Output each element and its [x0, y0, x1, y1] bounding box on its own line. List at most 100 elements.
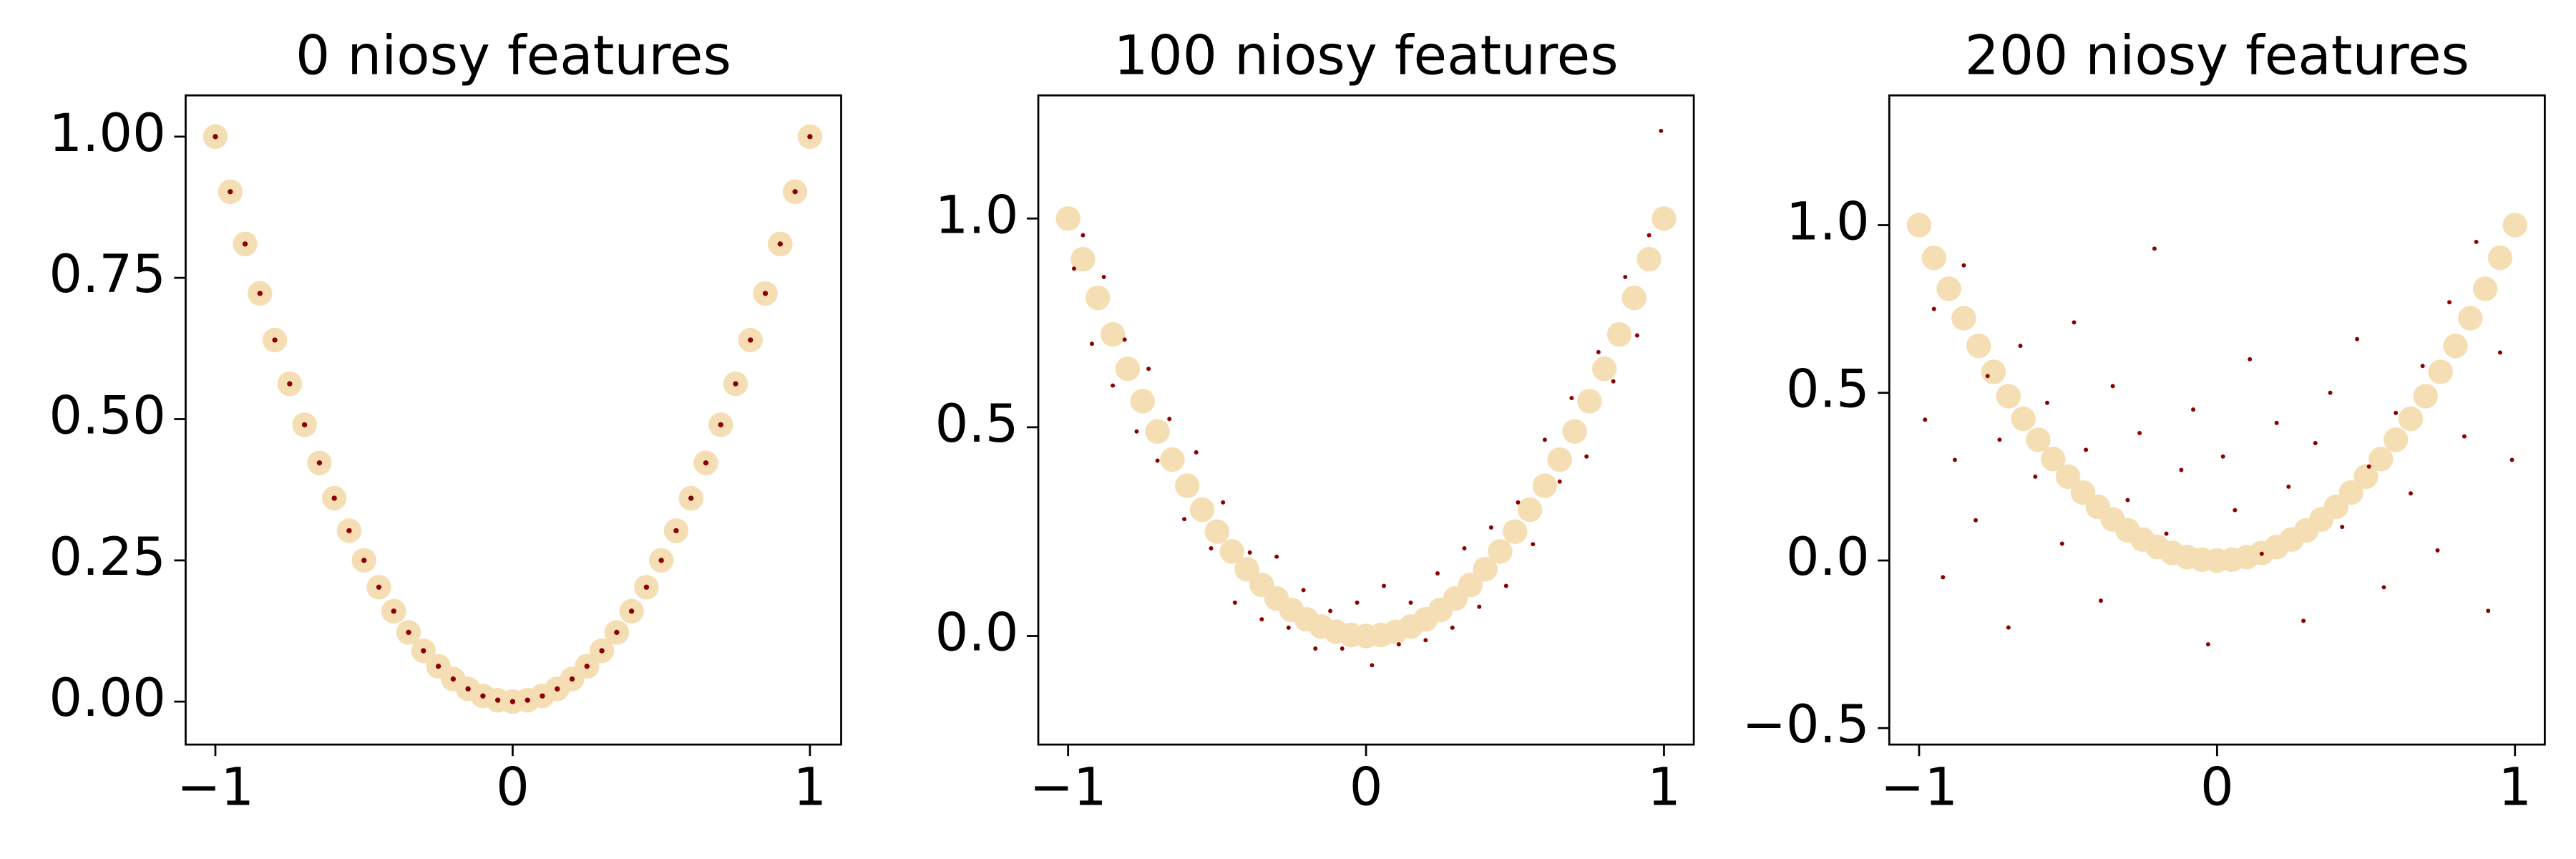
noisy-point — [1531, 542, 1536, 547]
panel-title: 100 niosy features — [1113, 24, 1618, 87]
noisy-point — [2125, 498, 2130, 503]
noisy-point — [1134, 429, 1139, 434]
x-tick-label: −1 — [1030, 757, 1107, 817]
noisy-point — [584, 664, 590, 669]
noisy-point — [1313, 646, 1318, 651]
noisy-point — [1634, 333, 1639, 338]
noisy-point — [1997, 437, 2002, 442]
noisy-point — [1516, 500, 1521, 505]
panel: 100 niosy features −1 0 1 0.0 0.5 1.0 — [935, 24, 1695, 817]
noisy-point — [2137, 430, 2142, 435]
curve-point — [2353, 464, 2379, 490]
curve-point — [1562, 419, 1587, 444]
curve-point — [1591, 356, 1617, 382]
noisy-point — [2018, 344, 2023, 349]
panel: 0 niosy features −1 0 1 0.00 0.25 0.50 0.75 1.00 — [49, 24, 842, 817]
noisy-point — [1961, 263, 1966, 268]
y-tick-label: 1.0 — [1786, 192, 1870, 253]
panel: 200 niosy features −1 0 1 −0.5 0.0 0.5 1.0 — [1742, 24, 2546, 817]
noisy-point — [2059, 541, 2064, 546]
axes-frame — [1888, 94, 2546, 746]
curve-point — [2443, 333, 2468, 359]
curve-point — [1966, 333, 1991, 359]
noisy-point — [1355, 600, 1360, 605]
noisy-point — [213, 134, 218, 140]
curve-point — [1055, 206, 1080, 231]
curve-point — [2383, 427, 2409, 452]
noisy-point — [733, 381, 738, 387]
noisy-point — [2110, 384, 2115, 389]
noisy-point — [331, 495, 337, 501]
curve-point — [2026, 427, 2051, 452]
noisy-point — [1111, 383, 1116, 388]
noisy-point — [1569, 396, 1574, 401]
noisy-point — [509, 699, 516, 704]
noisy-point — [1584, 454, 1589, 459]
y-tick-label: 0.00 — [49, 668, 166, 729]
plot-area — [1906, 213, 2527, 647]
x-tick-label: 1 — [2498, 757, 2532, 817]
noisy-point — [465, 686, 471, 692]
noisy-point — [658, 558, 664, 563]
noisy-point — [272, 337, 278, 343]
noisy-point — [1659, 128, 1664, 133]
noisy-point — [2152, 246, 2157, 251]
noisy-point — [2301, 618, 2306, 623]
noisy-point — [1423, 638, 1428, 643]
noisy-point — [1080, 233, 1085, 238]
curve-point — [1174, 473, 1200, 498]
noisy-point — [406, 629, 411, 636]
noisy-point — [1974, 518, 1979, 523]
noisy-point — [1462, 546, 1467, 551]
curve-point — [2428, 359, 2453, 384]
noisy-point — [777, 241, 784, 247]
noisy-point — [2006, 625, 2011, 630]
curve-point — [1936, 276, 1961, 301]
plot-area — [1055, 128, 1677, 668]
noisy-point — [2420, 364, 2425, 369]
noisy-point — [628, 608, 635, 614]
noisy-point — [1931, 306, 1936, 311]
curve-point — [2413, 384, 2439, 409]
curve-point — [2055, 464, 2081, 490]
noisy-point — [1232, 600, 1237, 605]
noisy-point — [1089, 341, 1094, 346]
noisy-point — [2394, 410, 2399, 415]
plot-area — [203, 124, 823, 714]
noisy-point — [1247, 550, 1252, 555]
noisy-point — [1301, 588, 1306, 593]
noisy-point — [1221, 500, 1226, 505]
y-tick-label: 0.25 — [49, 527, 166, 588]
curve-point — [1503, 519, 1528, 544]
noisy-point — [2274, 420, 2279, 425]
noisy-point — [1259, 617, 1264, 622]
x-tick-label: −1 — [1880, 757, 1958, 817]
x-tick-label: 1 — [1647, 757, 1681, 817]
noisy-point — [2220, 454, 2225, 459]
noisy-point — [1557, 479, 1562, 484]
noisy-point — [2340, 525, 2345, 530]
noisy-point — [1286, 625, 1291, 630]
noisy-point — [2435, 548, 2440, 553]
noisy-point — [2509, 457, 2514, 462]
y-tick-label: 0.50 — [49, 386, 166, 447]
noisy-point — [2084, 447, 2089, 452]
noisy-point — [1274, 554, 1279, 559]
curve-point — [2458, 306, 2483, 331]
noisy-point — [2033, 474, 2038, 479]
y-tick-label: 0.0 — [1786, 527, 1870, 588]
noisy-point — [2164, 531, 2169, 536]
noisy-point — [1503, 583, 1508, 588]
x-tick-label: 0 — [2200, 757, 2234, 817]
noisy-point — [450, 676, 457, 682]
curve-point — [2502, 213, 2527, 238]
curve-point — [2011, 406, 2036, 432]
noisy-point — [2366, 464, 2371, 469]
noisy-point — [494, 697, 501, 703]
curve-point — [2041, 447, 2066, 472]
noisy-point — [1182, 517, 1187, 522]
curve-point — [1234, 556, 1259, 582]
noisy-point — [1122, 337, 1127, 342]
noisy-point — [257, 291, 263, 296]
noisy-point — [2179, 467, 2184, 472]
